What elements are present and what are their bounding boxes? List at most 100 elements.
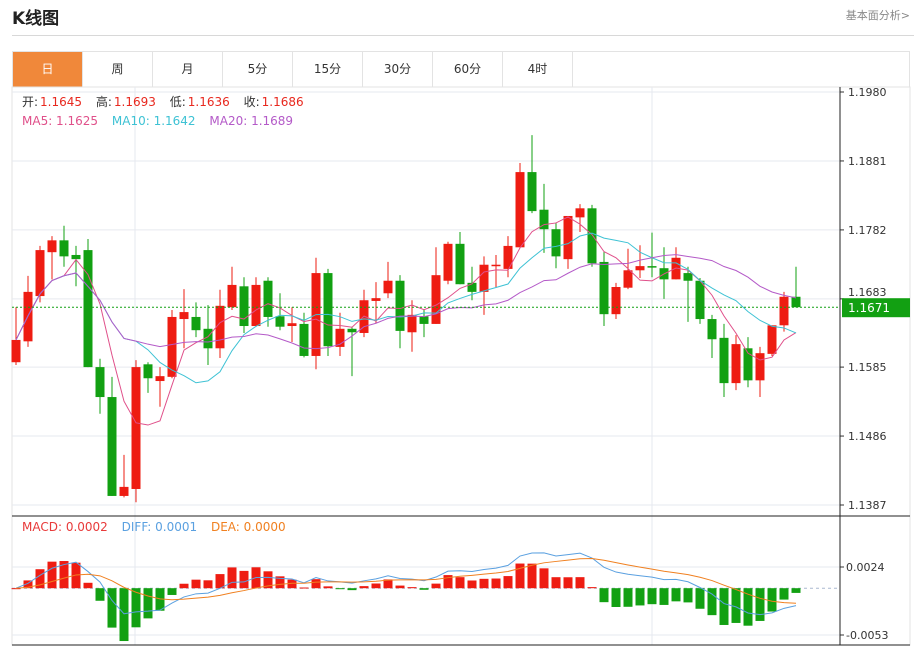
dea-legend-value: DEA: 0.0000 <box>210 520 286 534</box>
macd-bar-negative <box>155 588 165 611</box>
macd-bar-positive <box>575 577 585 589</box>
candle-up <box>155 376 165 382</box>
macd-bar-negative <box>779 588 789 600</box>
close-label: 收: <box>243 95 260 109</box>
macd-bar-negative <box>611 588 621 607</box>
candle-up <box>131 367 141 489</box>
diff-legend-value: DIFF: 0.0001 <box>121 520 198 534</box>
macd-bar-negative <box>791 588 801 593</box>
tab-60min[interactable]: 60分 <box>433 52 503 87</box>
candle-down <box>59 240 69 257</box>
macd-bar-positive <box>203 580 213 589</box>
macd-bar-positive <box>563 577 573 589</box>
candle-up <box>443 243 453 281</box>
candle-up <box>371 298 381 301</box>
candle-down <box>275 316 285 327</box>
macd-bar-positive <box>467 580 477 589</box>
macd-bar-negative <box>707 588 717 616</box>
candle-down <box>719 337 729 384</box>
macd-bar-negative <box>671 588 681 602</box>
macd-bar-negative <box>731 588 741 623</box>
candle-up <box>251 284 261 327</box>
ma10-legend: MA10: 1.1642 <box>111 114 196 128</box>
candle-down <box>347 328 357 333</box>
macd-bar-positive <box>455 577 465 589</box>
candle-up <box>479 264 489 292</box>
candle-down <box>455 243 465 285</box>
macd-bar-positive <box>503 576 513 589</box>
high-value: 1.1693 <box>113 95 156 109</box>
candle-up <box>335 328 345 347</box>
macd-bar-positive <box>587 587 597 589</box>
candle-up <box>179 312 189 320</box>
macd-bar-positive <box>239 570 249 589</box>
macd-bar-positive <box>47 561 57 589</box>
candle-up <box>563 215 573 260</box>
macd-bar-negative <box>623 588 633 607</box>
tab-30min[interactable]: 30分 <box>363 52 433 87</box>
tab-day[interactable]: 日 <box>13 52 83 87</box>
macd-bar-positive <box>215 574 225 589</box>
candle-up <box>623 270 633 288</box>
macd-bar-negative <box>683 588 693 603</box>
ma20-legend: MA20: 1.1689 <box>209 114 294 128</box>
macd-bar-negative <box>167 588 177 595</box>
macd-bar-positive <box>443 575 453 589</box>
y-tick-label: 1.1782 <box>848 224 887 237</box>
candle-up <box>503 245 513 269</box>
dea-line <box>15 558 797 604</box>
candle-down <box>599 261 609 315</box>
open-label: 开: <box>22 95 39 109</box>
candle-down <box>539 209 549 230</box>
candle-down <box>419 316 429 324</box>
macd-bar-negative <box>95 588 105 601</box>
current-price-label: 1.1671 <box>848 301 890 315</box>
macd-bar-positive <box>311 579 321 589</box>
tab-month[interactable]: 月 <box>153 52 223 87</box>
macd-bar-positive <box>551 577 561 589</box>
candle-down <box>647 266 657 268</box>
y-tick-label: 1.1881 <box>848 155 887 168</box>
macd-legend: MACD: 0.0002 DIFF: 0.0001 DEA: 0.0000 <box>22 520 288 535</box>
candle-down <box>203 328 213 349</box>
tab-4hour[interactable]: 4时 <box>503 52 573 87</box>
macd-bar-positive <box>179 583 189 589</box>
candle-up <box>767 325 777 354</box>
candle-up <box>635 266 645 271</box>
candle-down <box>323 273 333 347</box>
candle-up <box>215 305 225 349</box>
macd-bar-positive <box>431 583 441 589</box>
macd-bar-positive <box>23 580 33 589</box>
macd-bar-negative <box>335 588 345 590</box>
candle-up <box>575 208 585 218</box>
candle-down <box>107 397 117 496</box>
tab-week[interactable]: 周 <box>83 52 153 87</box>
tab-5min[interactable]: 5分 <box>223 52 293 87</box>
macd-bar-negative <box>647 588 657 605</box>
ma20-line <box>15 254 797 350</box>
open-value: 1.1645 <box>40 95 83 109</box>
candle-down <box>683 273 693 281</box>
macd-bar-positive <box>83 582 93 589</box>
macd-bar-positive <box>59 561 69 589</box>
close-value: 1.1686 <box>261 95 304 109</box>
macd-bar-positive <box>299 587 309 589</box>
macd-bar-positive <box>383 579 393 589</box>
low-label: 低: <box>169 95 186 109</box>
macd-bar-negative <box>107 588 117 628</box>
candle-up <box>407 314 417 333</box>
candle-down <box>299 323 309 356</box>
y-tick-label: 1.1585 <box>848 361 887 374</box>
macd-bar-negative <box>131 588 141 628</box>
candle-down <box>191 316 201 331</box>
tab-15min[interactable]: 15分 <box>293 52 363 87</box>
candle-down <box>551 229 561 257</box>
macd-bar-negative <box>659 588 669 605</box>
fundamental-analysis-link[interactable]: 基本面分析> <box>845 9 910 22</box>
ma5-legend: MA5: 1.1625 <box>22 114 99 128</box>
candle-up <box>119 486 129 496</box>
macd-bar-negative <box>755 588 765 621</box>
candle-up <box>491 264 501 267</box>
macd-bar-positive <box>35 569 45 589</box>
